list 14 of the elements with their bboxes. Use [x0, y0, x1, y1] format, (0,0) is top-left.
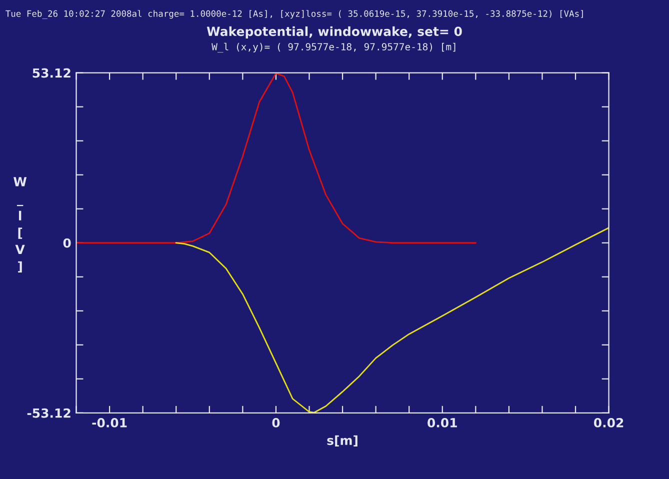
y-tick-label: 0 — [63, 238, 71, 248]
x-tick-label: 0.01 — [428, 418, 457, 428]
x-axis-title: s[m] — [327, 435, 358, 447]
chart-subtitle: W_l (x,y)= ( 97.9577e-18, 97.9577e-18) [m] — [212, 42, 456, 53]
x-tick-label: 0.02 — [594, 418, 624, 428]
x-tick-label: 0 — [272, 418, 280, 428]
y-tick-label: -53.12 — [27, 408, 70, 418]
text: Tue Feb_26 10:02:27 2008al charge= 1.0000e-12 [As], [xyz]loss= ( 35.0619e-15, 37.3910e-15, -33.8875e-12) [VAs] — [6, 10, 583, 19]
chart-title: Wakepotential, windowwake, set= 0 — [206, 26, 462, 39]
line-series — [76, 72, 476, 244]
text: W_l[V] — [14, 177, 27, 273]
line-series — [175, 227, 609, 413]
x-tick-label: -0.01 — [92, 418, 127, 428]
y-tick-label: 53.12 — [32, 68, 70, 78]
